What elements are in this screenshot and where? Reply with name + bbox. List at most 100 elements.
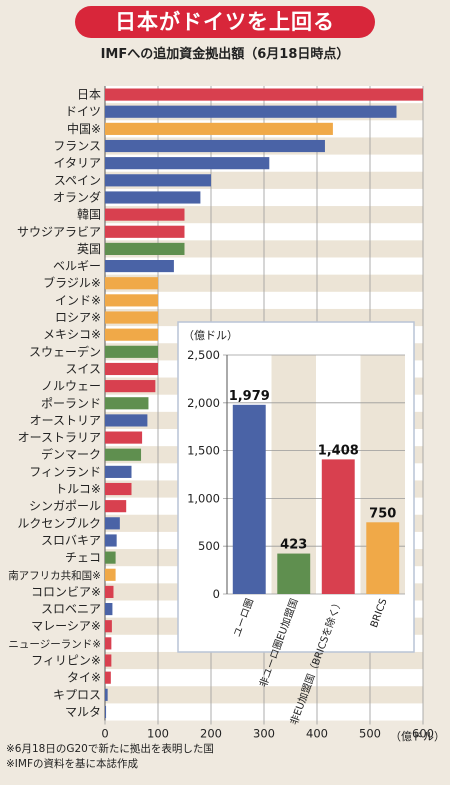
category-label: スイス xyxy=(65,362,101,376)
inset-bar xyxy=(366,522,400,594)
headline-banner: 日本がドイツを上回る xyxy=(75,6,375,38)
bar xyxy=(105,294,158,307)
bar xyxy=(105,328,158,341)
bar xyxy=(105,380,156,393)
y-tick-label: 2,000 xyxy=(187,396,220,410)
bar xyxy=(105,671,111,684)
bar xyxy=(105,414,148,427)
category-label: スペイン xyxy=(54,173,101,187)
inset-value-label: 1,408 xyxy=(318,443,359,458)
bar xyxy=(105,465,132,478)
category-label: ニュージーランド※ xyxy=(8,638,101,650)
footnotes: ※6月18日のG20で新たに拠出を表明した国 ※IMFの資料を基に本誌作成 xyxy=(6,742,214,772)
category-label: マレーシア※ xyxy=(31,619,101,633)
x-tick-label: 600 xyxy=(412,727,434,741)
category-label: フィリピン※ xyxy=(31,654,101,668)
bar xyxy=(105,585,114,598)
bar xyxy=(105,88,423,101)
y-tick-label: 1,500 xyxy=(187,444,220,458)
category-label: メキシコ※ xyxy=(43,328,101,342)
x-tick-label: 500 xyxy=(359,727,381,741)
category-label: デンマーク xyxy=(41,447,101,462)
category-label: キプロス xyxy=(53,688,101,702)
bar xyxy=(105,431,143,444)
x-tick-label: 0 xyxy=(101,727,108,741)
category-label: ブラジル※ xyxy=(43,275,101,290)
x-tick-label: 400 xyxy=(306,727,328,741)
category-label: スロバキア xyxy=(41,533,101,547)
category-label: オーストラリア xyxy=(18,431,101,445)
category-label: タイ※ xyxy=(67,671,101,685)
category-label: チェコ xyxy=(65,551,101,565)
y-tick-label: 0 xyxy=(213,587,220,601)
bar xyxy=(105,191,201,204)
inset-bar xyxy=(321,459,355,594)
inset-value-labels: 1,979 423 1,408 750 xyxy=(229,389,397,553)
y-tick-label: 500 xyxy=(198,539,220,553)
category-label: ベルギー xyxy=(53,259,101,273)
main-bars xyxy=(105,88,423,719)
chart-subtitle: IMFへの追加資金拠出額（6月18日時点） xyxy=(100,47,350,62)
category-label: スロベニア xyxy=(41,602,101,616)
bar xyxy=(105,105,397,118)
category-label: ドイツ xyxy=(65,105,101,119)
category-label: フランス xyxy=(53,139,101,153)
category-label: ルクセンブルク xyxy=(17,515,101,530)
bar xyxy=(105,277,158,290)
category-label: 中国※ xyxy=(67,121,101,136)
category-label: オランダ xyxy=(53,189,101,204)
bar xyxy=(105,157,270,170)
x-tick-label: 100 xyxy=(147,727,169,741)
category-label: サウジアラビア xyxy=(17,225,101,239)
inset-y-tick-labels: 0 500 1,000 1,500 2,000 2,500 xyxy=(187,348,220,601)
bar xyxy=(105,345,158,358)
category-label: フィンランド xyxy=(29,465,101,479)
bar xyxy=(105,517,120,530)
bar xyxy=(105,139,325,153)
category-label: ノルウェー xyxy=(41,379,101,393)
bar xyxy=(105,534,117,547)
inset-bars xyxy=(232,404,400,594)
footnote-2: ※IMFの資料を基に本誌作成 xyxy=(6,758,138,770)
category-label: ポーランド xyxy=(41,396,101,410)
bar xyxy=(105,637,112,650)
bar xyxy=(105,260,174,273)
x-tick-label: 300 xyxy=(253,727,275,741)
x-tick-label: 200 xyxy=(200,727,222,741)
category-label: 英国 xyxy=(77,242,101,256)
category-label: スウェーデン xyxy=(29,344,101,359)
inset-value-label: 1,979 xyxy=(229,389,270,404)
category-label: 日本 xyxy=(77,88,101,102)
category-label: 南アフリカ共和国※ xyxy=(8,569,101,582)
bar xyxy=(105,654,112,667)
bar xyxy=(105,705,107,719)
main-unit-label: （億ドル） xyxy=(390,730,445,743)
category-label: オーストリア xyxy=(30,413,101,427)
category-label: コロンビア※ xyxy=(31,585,101,599)
bar xyxy=(105,482,132,496)
y-tick-label: 1,000 xyxy=(187,491,220,505)
category-label: トルコ※ xyxy=(55,482,101,496)
inset-bar xyxy=(277,553,311,594)
inset-value-label: 423 xyxy=(280,538,307,553)
inset-unit-label: （億ドル） xyxy=(183,329,238,342)
category-label: インド※ xyxy=(55,293,101,307)
bar xyxy=(105,603,113,616)
bar xyxy=(105,500,127,513)
bar xyxy=(105,208,185,221)
category-label: シンガポール xyxy=(29,499,101,513)
category-label: イタリア xyxy=(53,156,101,170)
bar xyxy=(105,620,112,633)
category-label: マルタ xyxy=(65,705,101,719)
bar xyxy=(105,174,211,187)
bar xyxy=(105,311,158,324)
bar xyxy=(105,551,116,564)
category-label: ロシア※ xyxy=(55,311,101,325)
bar xyxy=(105,448,142,461)
bar xyxy=(105,225,185,238)
bar xyxy=(105,568,116,581)
y-tick-label: 2,500 xyxy=(187,348,220,362)
footnote-1: ※6月18日のG20で新たに拠出を表明した国 xyxy=(6,743,214,755)
